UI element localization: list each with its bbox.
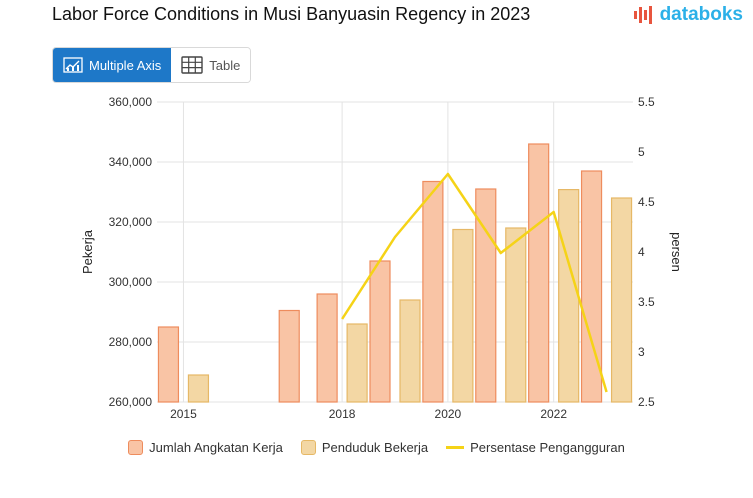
y-tick-label: 340,000: [109, 155, 153, 169]
bar-angkatan-kerja: [422, 180, 444, 403]
bar-penduduk-bekerja: [452, 228, 474, 403]
y-tick-label: 300,000: [109, 275, 153, 289]
view-tabs: Multiple Axis Table: [52, 47, 252, 83]
y2-tick-label: 4.5: [638, 195, 655, 209]
legend-item-bekerja[interactable]: Penduduk Bekerja: [300, 440, 429, 455]
bar-angkatan-kerja: [528, 143, 550, 403]
tab-multiple-axis-label: Multiple Axis: [89, 57, 162, 73]
legend-swatch-bekerja: [300, 440, 316, 455]
y2-tick-label: 5: [638, 145, 645, 159]
bar-angkatan-kerja: [316, 293, 338, 403]
chart-legend: Jumlah Angkatan Kerja Penduduk Bekerja P…: [0, 440, 753, 455]
tab-table-label: Table: [209, 57, 241, 73]
legend-item-pengangguran[interactable]: Persentase Pengangguran: [446, 440, 625, 455]
y2-tick-label: 3.5: [638, 295, 655, 309]
legend-label-pengangguran: Persentase Pengangguran: [470, 440, 625, 455]
x-tick-label: 2018: [329, 407, 356, 421]
tab-table[interactable]: Table: [171, 48, 251, 82]
bar-angkatan-kerja: [278, 309, 300, 403]
bar-penduduk-bekerja: [399, 299, 421, 403]
y2-tick-label: 4: [638, 245, 645, 259]
bar-penduduk-bekerja: [346, 323, 368, 403]
y-axis-label: Pekerja: [80, 229, 95, 274]
tab-multiple-axis[interactable]: Multiple Axis: [53, 48, 172, 82]
y-tick-label: 280,000: [109, 335, 153, 349]
y2-tick-label: 5.5: [638, 95, 655, 109]
bar-angkatan-kerja: [369, 260, 391, 403]
bar-angkatan-kerja: [157, 326, 180, 403]
bar-penduduk-bekerja: [610, 197, 633, 403]
y-tick-label: 260,000: [109, 395, 153, 409]
bar-penduduk-bekerja: [187, 374, 210, 403]
y2-tick-label: 3: [638, 345, 645, 359]
table-icon: [181, 56, 203, 74]
chart-icon: [63, 57, 83, 73]
x-tick-label: 2020: [435, 407, 462, 421]
y-tick-label: 320,000: [109, 215, 153, 229]
x-tick-label: 2022: [540, 407, 567, 421]
legend-item-angkatan[interactable]: Jumlah Angkatan Kerja: [128, 440, 283, 455]
line-persentase-pengangguran: [341, 172, 608, 393]
y-tick-label: 360,000: [109, 95, 153, 109]
chart-title: Labor Force Conditions in Musi Banyuasin…: [52, 4, 531, 24]
bar-angkatan-kerja: [580, 170, 603, 403]
logo-bars-icon: [633, 6, 652, 24]
y2-axis-label: persen: [669, 232, 684, 272]
legend-swatch-pengangguran: [446, 446, 465, 449]
bar-penduduk-bekerja: [558, 189, 580, 403]
x-tick-label: 2015: [170, 407, 197, 421]
logo-text: databoks: [659, 4, 743, 25]
bar-penduduk-bekerja: [505, 227, 527, 403]
y2-tick-label: 2.5: [638, 395, 655, 409]
databoks-logo[interactable]: databoks: [633, 4, 743, 26]
legend-label-bekerja: Penduduk Bekerja: [321, 440, 429, 455]
legend-swatch-angkatan: [128, 440, 144, 455]
bar-angkatan-kerja: [475, 188, 497, 403]
legend-label-angkatan: Jumlah Angkatan Kerja: [149, 440, 283, 455]
